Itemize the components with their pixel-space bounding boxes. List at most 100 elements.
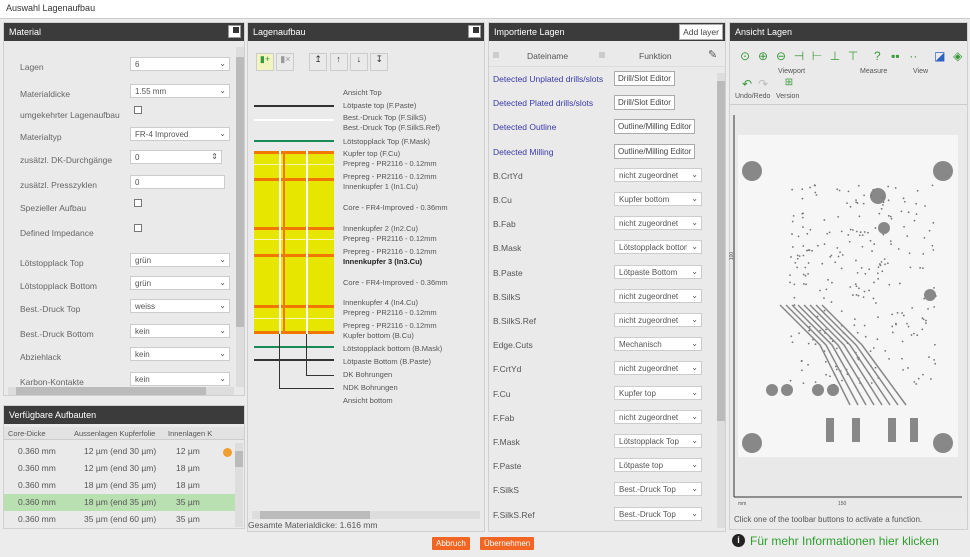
zoom-out-icon[interactable]: ⊖ (775, 49, 787, 63)
maximize-icon[interactable] (468, 25, 481, 38)
apply-button[interactable]: Übernehmen (480, 537, 535, 550)
function-select[interactable]: nicht zugeordnet ⌄ (614, 409, 702, 424)
function-select[interactable]: Kupfer top ⌄ (614, 385, 702, 400)
zoom-fit-icon[interactable]: ⊙ (739, 49, 751, 63)
layer-label[interactable]: Innenkupfer 2 (In2.Cu) (343, 224, 419, 233)
select-field[interactable]: 6 ⌄ (130, 57, 230, 71)
table-row[interactable]: 0.360 mm 12 µm (end 30 µm) 18 µm (4, 460, 236, 477)
align-left-icon[interactable]: ⊣ (793, 49, 805, 63)
zoom-in-icon[interactable]: ⊕ (757, 49, 769, 63)
function-select[interactable]: Lötpaste top ⌄ (614, 458, 702, 473)
table-row[interactable]: 0.360 mm 18 µm (end 35 µm) 35 µm (4, 494, 236, 511)
delete-layer-icon[interactable]: ▮× (276, 53, 295, 71)
input-field[interactable]: 0 ⇕ (130, 150, 222, 164)
layer-label[interactable]: Core - FR4-Improved - 0.36mm (343, 278, 448, 287)
importierte-scrollbar[interactable] (717, 73, 725, 528)
pcb-canvas[interactable]: mm 150 100 (729, 104, 967, 512)
function-select[interactable]: Best.-Druck Top ⌄ (614, 482, 702, 497)
function-select[interactable]: Lötstopplack bottom ⌄ (614, 240, 702, 255)
sort-icon[interactable] (599, 52, 605, 58)
col-aussen[interactable]: Aussenlagen Kupferfolie (74, 429, 156, 438)
spinner-icon[interactable]: ⇕ (211, 152, 218, 161)
redo-icon[interactable]: ↷ (757, 77, 769, 91)
layer-label[interactable]: Best.-Druck Top (F.SilkS) (343, 113, 427, 122)
function-select[interactable]: Kupfer bottom ⌄ (614, 192, 702, 206)
layer-label[interactable]: Prepreg - PR2116 - 0.12mm (343, 159, 437, 168)
layer-label[interactable]: Ansicht Top (343, 88, 382, 97)
col-funktion[interactable]: Funktion (639, 51, 672, 61)
measure-points-icon[interactable]: ·· (909, 49, 918, 63)
layer-label[interactable]: Lötpaste Bottom (B.Paste) (343, 357, 431, 366)
align-right-icon[interactable]: ⊢ (811, 49, 823, 63)
function-select[interactable]: Lötpaste Bottom ⌄ (614, 264, 702, 279)
layer-label[interactable]: Lötpaste top (F.Paste) (343, 101, 417, 110)
layer-label[interactable]: Prepreg - PR2116 - 0.12mm (343, 308, 437, 317)
select-field[interactable]: kein ⌄ (130, 372, 230, 386)
layer-label[interactable]: Kupfer bottom (B.Cu) (343, 331, 414, 340)
table-row[interactable]: 0.360 mm 35 µm (end 60 µm) 35 µm (4, 511, 236, 528)
layer-label[interactable]: Core - FR4-Improved - 0.36mm (343, 203, 448, 212)
measure-icon[interactable]: ▪▪ (891, 49, 900, 63)
undo-icon[interactable]: ↶ (741, 77, 753, 91)
editor-button[interactable]: Outline/Milling Editor (614, 119, 696, 135)
select-field[interactable]: kein ⌄ (130, 324, 230, 338)
checkbox[interactable] (134, 224, 142, 232)
align-top-icon[interactable]: ⊤ (847, 49, 859, 63)
sort-icon[interactable] (493, 52, 499, 58)
layer-label[interactable]: Prepreg - PR2116 - 0.12mm (343, 172, 437, 181)
layer-label[interactable]: Innenkupfer 3 (In3.Cu) (343, 257, 423, 266)
function-select[interactable]: Lötstopplack Top ⌄ (614, 434, 702, 448)
edit-pencil-icon[interactable]: ✎ (708, 49, 718, 61)
layer-label[interactable]: Lötstopplack Top (F.Mask) (343, 137, 430, 146)
layer-label[interactable]: Prepreg - PR2116 - 0.12mm (343, 321, 437, 330)
aufbauten-scrollbar[interactable] (235, 443, 243, 527)
move-up-icon[interactable]: ↑ (329, 53, 348, 71)
select-field[interactable]: kein ⌄ (130, 347, 230, 361)
input-field[interactable]: 0 (130, 175, 225, 189)
col-dateiname[interactable]: Dateiname (527, 51, 569, 61)
layer-label[interactable]: Lötstopplack bottom (B.Mask) (343, 344, 443, 353)
function-select[interactable]: nicht zugeordnet ⌄ (614, 216, 702, 231)
info-link[interactable]: Für mehr Informationen hier klicken (750, 534, 939, 548)
select-field[interactable]: grün ⌄ (130, 276, 230, 290)
select-field[interactable]: weiss ⌄ (130, 299, 230, 313)
col-innen[interactable]: Innenlagen K (168, 429, 213, 438)
version-icon[interactable]: ⊞ (784, 77, 794, 88)
view-layers-icon[interactable]: ◪ (934, 49, 946, 63)
layer-label[interactable]: Prepreg - PR2116 - 0.12mm (343, 234, 437, 243)
checkbox[interactable] (134, 106, 142, 114)
function-select[interactable]: nicht zugeordnet ⌄ (614, 288, 702, 303)
table-row[interactable]: 0.360 mm 12 µm (end 30 µm) 12 µm (4, 443, 236, 460)
layer-label[interactable]: Kupfer top (F.Cu) (343, 149, 401, 158)
layer-label[interactable]: Best.-Druck Top (F.SilkS.Ref) (343, 123, 440, 132)
move-bottom-icon[interactable]: ↧ (370, 53, 389, 71)
table-row[interactable]: 0.360 mm 18 µm (end 35 µm) 18 µm (4, 477, 236, 494)
select-field[interactable]: 1.55 mm ⌄ (130, 84, 230, 98)
cancel-button[interactable]: Abbruch (432, 537, 470, 550)
help-icon[interactable]: ? (874, 49, 881, 63)
move-top-icon[interactable]: ↥ (309, 53, 328, 71)
add-layer-icon[interactable]: ▮+ (256, 53, 274, 71)
view-3d-icon[interactable]: ◈ (953, 49, 963, 63)
move-down-icon[interactable]: ↓ (349, 53, 368, 71)
align-bottom-icon[interactable]: ⊥ (829, 49, 841, 63)
function-select[interactable]: Mechanisch ⌄ (614, 337, 702, 352)
add-layer-button[interactable]: Add layer (679, 24, 723, 40)
col-core[interactable]: Core-Dicke (8, 429, 46, 438)
lagenaufbau-hscrollbar[interactable] (252, 511, 480, 519)
layer-label[interactable]: Prepreg - PR2116 - 0.12mm (343, 247, 437, 256)
function-select[interactable]: nicht zugeordnet ⌄ (614, 167, 702, 182)
editor-button[interactable]: Drill/Slot Editor (614, 71, 675, 86)
layer-label[interactable]: Innenkupfer 1 (In1.Cu) (343, 182, 419, 191)
layer-label[interactable]: Innenkupfer 4 (In4.Cu) (343, 298, 419, 307)
material-vscrollbar[interactable] (236, 47, 244, 387)
function-select[interactable]: Best.-Druck Top ⌄ (614, 506, 702, 521)
material-hscrollbar[interactable] (8, 387, 234, 395)
function-select[interactable]: nicht zugeordnet ⌄ (614, 361, 702, 376)
layer-label[interactable]: Ansicht bottom (343, 396, 393, 405)
select-field[interactable]: grün ⌄ (130, 253, 230, 267)
layer-label[interactable]: NDK Bohrungen (343, 383, 398, 392)
checkbox[interactable] (134, 199, 142, 207)
editor-button[interactable]: Outline/Milling Editor (614, 143, 696, 159)
editor-button[interactable]: Drill/Slot Editor (614, 95, 675, 111)
